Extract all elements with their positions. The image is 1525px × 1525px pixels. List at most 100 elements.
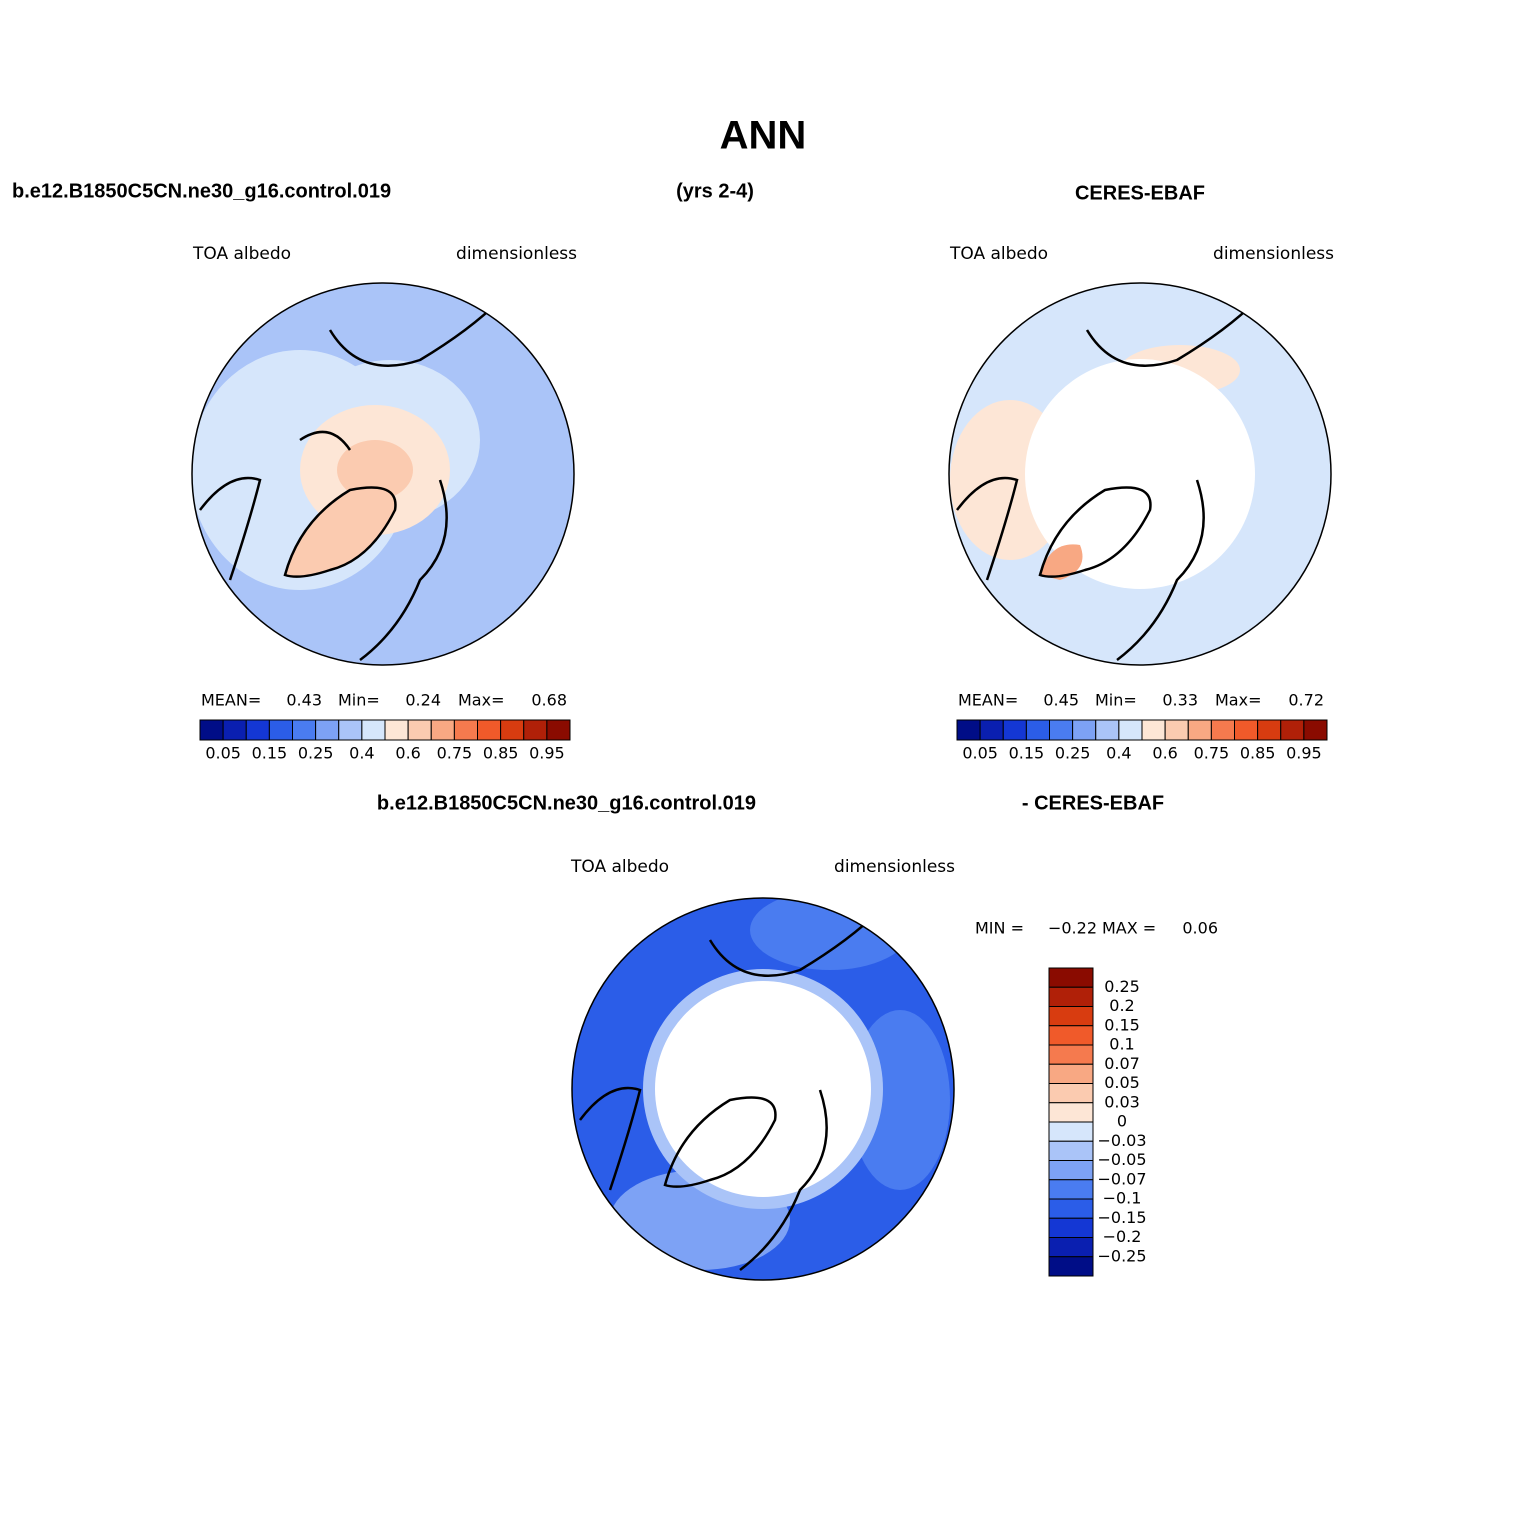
colorbar-label: 0.85	[483, 744, 519, 763]
stat-value: 0.43	[286, 691, 322, 710]
obs-name: - CERES-EBAF	[1022, 792, 1164, 814]
colorbar-box	[1048, 1140, 1094, 1161]
stat-value: 0.33	[1162, 691, 1198, 710]
colorbar-box	[1048, 1044, 1094, 1065]
colorbar-box	[338, 719, 363, 741]
colorbar-label: 0.6	[1152, 744, 1177, 763]
colorbar-box	[1048, 1256, 1094, 1277]
stat-value: 0.72	[1288, 691, 1324, 710]
colorbar-box	[430, 719, 455, 741]
colorbar-box	[956, 719, 981, 741]
map	[192, 283, 574, 665]
colorbar-box	[1118, 719, 1143, 741]
colorbar-box	[1048, 1063, 1094, 1084]
left-label: TOA albedo	[192, 244, 291, 264]
colorbar-label: 0.6	[395, 744, 420, 763]
colorbar-box	[1141, 719, 1166, 741]
colorbar-label: 0.75	[437, 744, 473, 763]
years: (yrs 2-4)	[676, 180, 754, 202]
colorbar-label: 0.25	[1055, 744, 1091, 763]
colorbar-box	[1187, 719, 1212, 741]
colorbar-box	[1164, 719, 1189, 741]
left-label: TOA albedo	[570, 857, 669, 877]
colorbar-label: 0.25	[1104, 977, 1140, 996]
colorbar-box	[245, 719, 270, 741]
colorbar-box	[1048, 1179, 1094, 1200]
colorbar-box	[1257, 719, 1282, 741]
case-name: b.e12.B1850C5CN.ne30_g16.control.019	[12, 180, 391, 202]
stat-value: 0.68	[531, 691, 567, 710]
stat-label: MEAN=	[201, 691, 261, 710]
colorbar-box	[1048, 1006, 1094, 1027]
stat-label: Max=	[1215, 691, 1261, 710]
colorbar-box	[1048, 1121, 1094, 1142]
colorbar-box	[1280, 719, 1305, 741]
colorbar-label: −0.15	[1097, 1208, 1146, 1227]
colorbar-box	[1048, 1083, 1094, 1104]
colorbar-box	[1234, 719, 1259, 741]
map-border	[571, 897, 955, 1281]
colorbar-label: 0.07	[1104, 1054, 1140, 1073]
colorbar-label: −0.03	[1097, 1131, 1146, 1150]
stat-label: Max=	[458, 691, 504, 710]
stat-label: Min=	[338, 691, 380, 710]
right-label: dimensionless	[1213, 244, 1334, 264]
colorbar-box	[1025, 719, 1050, 741]
stat-value: 0.24	[405, 691, 441, 710]
colorbar-label: 0.85	[1240, 744, 1276, 763]
colorbar-label: 0.15	[252, 744, 288, 763]
right-label: dimensionless	[834, 857, 955, 877]
colorbar-label: 0.95	[1286, 744, 1322, 763]
colorbar-box	[407, 719, 432, 741]
colorbar-box	[1002, 719, 1027, 741]
colorbar-box	[268, 719, 293, 741]
colorbar-label: 0.03	[1104, 1092, 1140, 1111]
map	[949, 283, 1331, 665]
obs-name: CERES-EBAF	[1075, 182, 1205, 204]
stat-label: Min=	[1095, 691, 1137, 710]
colorbar-label: 0.4	[1106, 744, 1131, 763]
stat-value: 0.45	[1043, 691, 1079, 710]
colorbar-label: −0.07	[1097, 1169, 1146, 1188]
colorbar-box	[1048, 1217, 1094, 1238]
colorbar-box	[500, 719, 525, 741]
colorbar-box	[1048, 1102, 1094, 1123]
min-label: MIN =	[975, 919, 1024, 938]
colorbar-box	[523, 719, 548, 741]
colorbar-box	[1210, 719, 1235, 741]
colorbar-box	[453, 719, 478, 741]
colorbar-box	[1049, 719, 1074, 741]
colorbar-label: 0.1	[1109, 1035, 1134, 1054]
colorbar-label: 0.25	[298, 744, 334, 763]
colorbar-box	[361, 719, 386, 741]
colorbar-box	[384, 719, 409, 741]
colorbar-label: 0.15	[1104, 1015, 1140, 1034]
colorbar-box	[1048, 967, 1094, 988]
colorbar-label: −0.2	[1103, 1227, 1142, 1246]
map-border	[948, 282, 1332, 666]
min-value: −0.22	[1048, 919, 1097, 938]
colorbar-box	[1048, 1160, 1094, 1181]
colorbar-box	[199, 719, 224, 741]
stat-label: MEAN=	[958, 691, 1018, 710]
colorbar-label: 0.75	[1194, 744, 1230, 763]
colorbar-box	[1048, 986, 1094, 1007]
colorbar-box	[1095, 719, 1120, 741]
colorbar-box	[315, 719, 340, 741]
colorbar-label: 0.05	[1104, 1073, 1140, 1092]
map-border	[191, 282, 575, 666]
colorbar-label: 0.2	[1109, 996, 1134, 1015]
colorbar-box	[1048, 1198, 1094, 1219]
title: ANN	[720, 114, 807, 158]
colorbar-box	[979, 719, 1004, 741]
map	[572, 898, 954, 1280]
colorbar-label: −0.25	[1097, 1246, 1146, 1265]
colorbar-box	[292, 719, 317, 741]
colorbar-label: 0.4	[349, 744, 374, 763]
colorbar-label: −0.1	[1103, 1189, 1142, 1208]
colorbar-label: −0.05	[1097, 1150, 1146, 1169]
colorbar-label: 0	[1117, 1112, 1127, 1131]
left-label: TOA albedo	[949, 244, 1048, 264]
max-value: 0.06	[1182, 919, 1218, 938]
